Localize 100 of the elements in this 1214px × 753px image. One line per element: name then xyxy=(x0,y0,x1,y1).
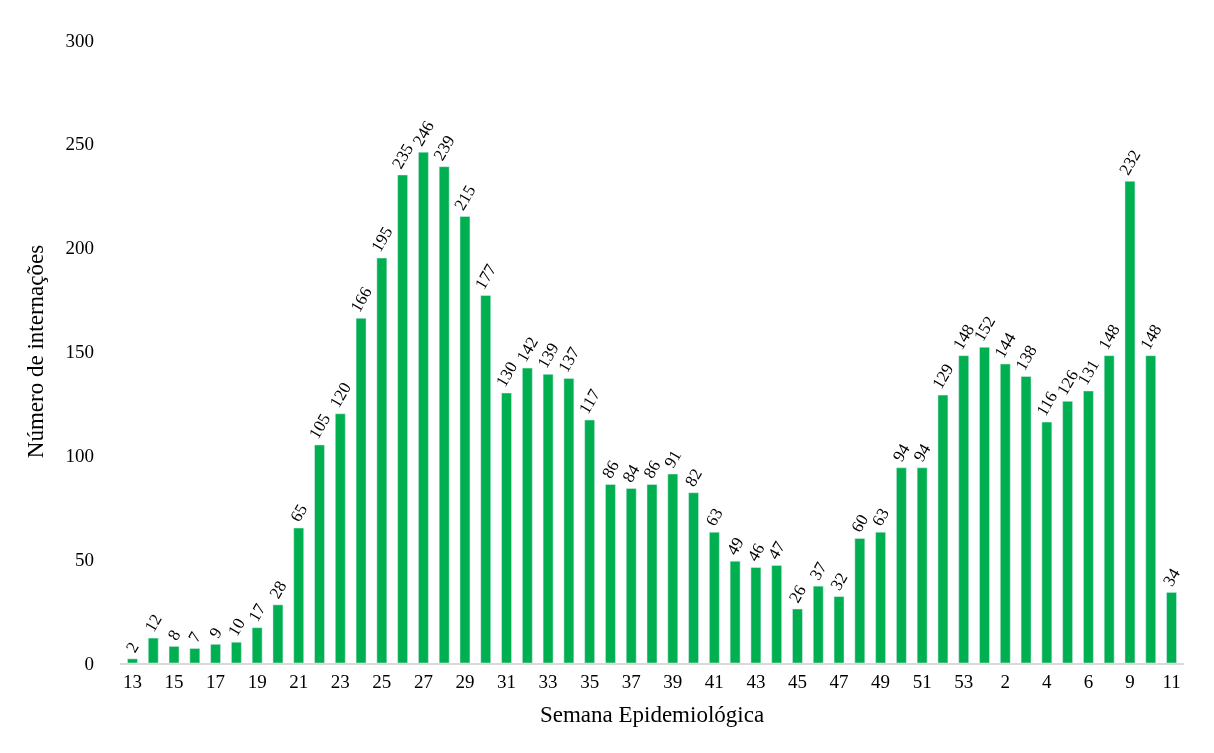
bar xyxy=(501,392,512,663)
y-tick-label: 50 xyxy=(75,548,94,570)
bar xyxy=(418,151,429,663)
bar xyxy=(833,596,845,663)
data-label: 120 xyxy=(325,379,355,411)
x-tick-label: 39 xyxy=(663,670,683,692)
bar xyxy=(792,608,803,663)
x-tick-label: 45 xyxy=(787,670,807,692)
bar xyxy=(1083,390,1094,663)
x-tick-label: 9 xyxy=(1125,670,1135,692)
bar xyxy=(1041,421,1053,663)
x-tick-label: 21 xyxy=(289,670,309,692)
bar xyxy=(397,174,408,663)
bar xyxy=(314,444,325,663)
bar xyxy=(1020,376,1032,663)
data-label: 239 xyxy=(429,132,459,164)
data-label: 2 xyxy=(122,638,143,656)
x-tick-label: 15 xyxy=(164,670,184,692)
bar xyxy=(1000,363,1011,663)
data-label: 12 xyxy=(140,610,166,636)
bar xyxy=(127,658,138,663)
x-tick-label: 25 xyxy=(372,670,392,692)
data-label: 7 xyxy=(184,628,206,646)
data-label: 28 xyxy=(265,577,291,602)
bar xyxy=(231,641,242,663)
x-tick-label: 53 xyxy=(954,670,974,692)
x-axis-title: Semana Epidemiológica xyxy=(539,701,765,727)
x-tick-label: 2 xyxy=(1000,670,1011,692)
y-axis-title: Número de internações xyxy=(22,244,48,459)
x-tick-label: 11 xyxy=(1162,670,1181,692)
bar xyxy=(729,560,741,663)
bar xyxy=(251,627,263,663)
bar xyxy=(1062,401,1073,663)
data-label: 26 xyxy=(784,581,810,607)
bar xyxy=(1124,180,1136,663)
x-tick-label: 47 xyxy=(829,670,849,692)
y-tick-label: 300 xyxy=(65,29,94,51)
bar xyxy=(709,531,720,663)
bar xyxy=(459,216,471,663)
data-label: 63 xyxy=(701,504,727,530)
x-tick-label: 6 xyxy=(1083,670,1094,692)
bar xyxy=(1103,355,1115,663)
x-tick-label: 49 xyxy=(871,670,891,692)
bar xyxy=(335,413,346,663)
data-label: 105 xyxy=(304,410,335,442)
data-label: 34 xyxy=(1158,564,1185,590)
bar xyxy=(522,367,533,663)
x-tick-label: 13 xyxy=(122,670,142,692)
x-tick-label: 4 xyxy=(1042,670,1053,692)
x-tick-label: 43 xyxy=(746,670,766,692)
bar xyxy=(563,378,575,663)
data-label: 9 xyxy=(205,624,226,642)
data-label: 215 xyxy=(450,181,480,214)
bar xyxy=(958,355,969,663)
data-label: 65 xyxy=(286,500,312,526)
x-tick-label: 35 xyxy=(580,670,600,692)
bar xyxy=(272,604,284,663)
data-label: 117 xyxy=(575,385,605,418)
y-tick-label: 150 xyxy=(65,341,94,363)
y-tick-label: 0 xyxy=(84,652,94,674)
bar xyxy=(189,648,201,663)
bar xyxy=(646,484,658,663)
bar xyxy=(480,295,491,663)
bar xyxy=(937,394,949,663)
bar xyxy=(625,488,637,663)
x-tick-label: 33 xyxy=(538,670,558,692)
data-label: 130 xyxy=(491,358,522,391)
data-label: 8 xyxy=(163,626,185,644)
bar xyxy=(376,257,388,663)
x-tick-label: 19 xyxy=(247,670,267,692)
bar xyxy=(688,492,699,663)
bar xyxy=(667,473,679,663)
x-tick-label: 51 xyxy=(912,670,932,692)
x-tick-label: 37 xyxy=(621,670,641,692)
bar xyxy=(896,467,907,663)
bar xyxy=(875,531,886,663)
bar xyxy=(1166,592,1177,663)
data-label: 232 xyxy=(1115,146,1145,179)
bar xyxy=(1145,355,1156,663)
bar xyxy=(355,318,367,663)
data-label: 195 xyxy=(367,223,397,256)
bar xyxy=(293,527,304,663)
y-tick-label: 100 xyxy=(65,444,94,466)
bar xyxy=(854,538,866,663)
bar xyxy=(438,166,450,663)
y-tick-label: 200 xyxy=(65,237,94,259)
bar xyxy=(771,565,782,663)
bar xyxy=(605,484,616,663)
x-tick-label: 23 xyxy=(330,670,350,692)
x-tick-label: 41 xyxy=(704,670,724,692)
data-label: 177 xyxy=(471,260,501,293)
bar xyxy=(148,637,159,663)
data-label: 129 xyxy=(928,360,958,393)
data-label: 166 xyxy=(346,283,376,316)
bar xyxy=(168,646,180,663)
x-tick-label: 17 xyxy=(206,670,226,692)
data-label: 148 xyxy=(1136,321,1166,353)
bar xyxy=(979,347,990,663)
bar xyxy=(750,567,762,663)
x-tick-label: 31 xyxy=(497,670,517,692)
